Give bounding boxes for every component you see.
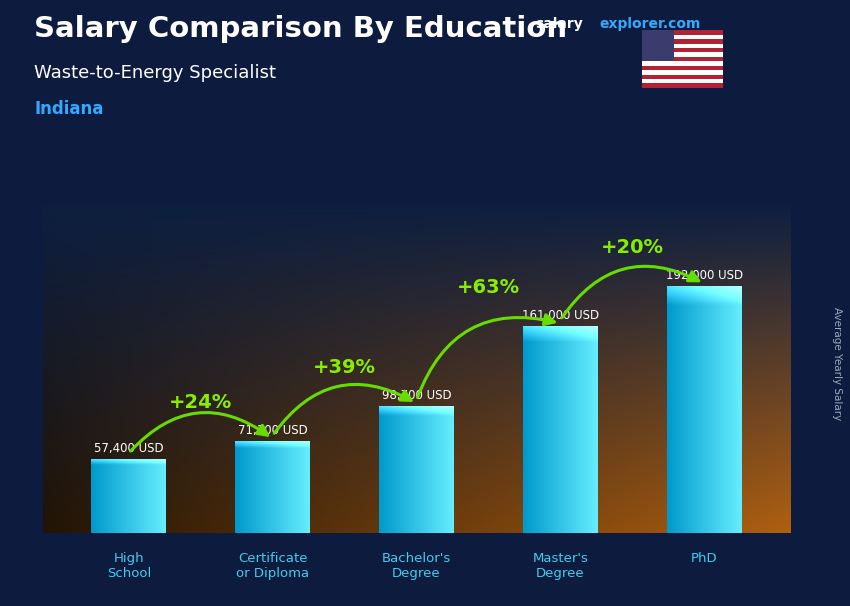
Text: +63%: +63% [456,278,520,297]
Bar [642,44,722,48]
Text: 98,700 USD: 98,700 USD [382,388,451,402]
Text: Average Yearly Salary: Average Yearly Salary [832,307,842,420]
Bar [642,35,722,39]
Bar [642,61,722,65]
Text: +24%: +24% [169,393,232,412]
Bar [642,79,722,84]
Text: Indiana: Indiana [34,100,104,118]
Bar [642,30,674,61]
Text: +20%: +20% [601,238,664,257]
Text: explorer.com: explorer.com [599,17,700,31]
Text: salary: salary [536,17,583,31]
Text: Salary Comparison By Education: Salary Comparison By Education [34,15,567,43]
Bar [642,53,722,57]
Text: 71,100 USD: 71,100 USD [238,424,308,437]
Text: +39%: +39% [313,358,376,377]
Bar [642,70,722,75]
Text: Waste-to-Energy Specialist: Waste-to-Energy Specialist [34,64,276,82]
Text: 57,400 USD: 57,400 USD [94,442,163,454]
Text: 161,000 USD: 161,000 USD [522,309,599,322]
Text: 192,000 USD: 192,000 USD [666,269,743,282]
